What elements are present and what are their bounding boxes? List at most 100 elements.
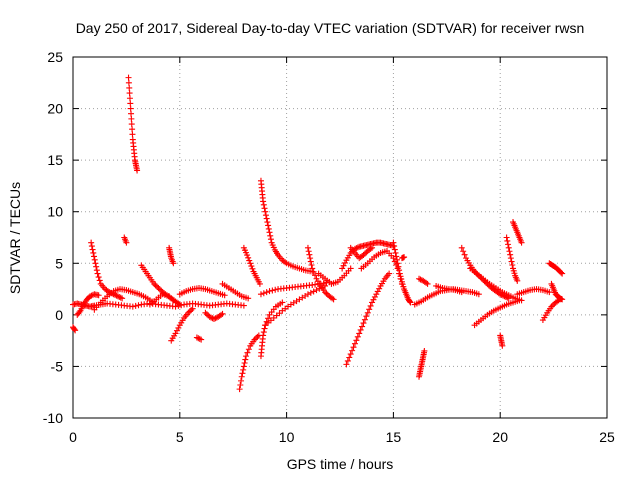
data-point (505, 241, 512, 248)
data-point (308, 262, 315, 269)
data-point (363, 313, 370, 320)
data-point (247, 260, 254, 267)
data-point (353, 337, 360, 344)
x-tick-label: 20 (492, 429, 508, 445)
series-arc-31 (416, 275, 431, 287)
data-point (244, 349, 251, 356)
series-arc-27 (347, 244, 376, 262)
data-point (93, 263, 100, 270)
data-point (390, 239, 397, 246)
data-point (88, 243, 95, 250)
data-point (176, 301, 183, 308)
data-point (117, 294, 124, 301)
data-point (251, 336, 258, 343)
data-point (112, 291, 119, 298)
data-point (354, 244, 361, 251)
x-axis-label: GPS time / hours (287, 456, 394, 472)
data-point (263, 215, 270, 222)
data-point (349, 347, 356, 354)
series-arc-24 (339, 239, 397, 272)
data-point (260, 201, 267, 208)
y-tick-label: 15 (47, 152, 63, 168)
data-point (173, 327, 180, 334)
data-point (127, 105, 134, 112)
series-arc-33 (433, 282, 465, 296)
series-arc-16 (236, 332, 262, 393)
data-point (395, 263, 402, 270)
data-point (132, 302, 139, 309)
data-point (371, 293, 378, 300)
data-point (212, 315, 219, 322)
data-point (330, 296, 337, 303)
data-point (507, 255, 514, 262)
data-point (392, 249, 399, 256)
data-point (265, 222, 272, 229)
data-point (264, 219, 271, 226)
data-point (307, 255, 314, 262)
data-point (129, 303, 136, 310)
data-point (310, 288, 317, 295)
data-point (127, 100, 134, 107)
data-point (357, 326, 364, 333)
series-arc-39 (510, 219, 525, 246)
data-point (305, 248, 312, 255)
series-arc-04 (88, 239, 126, 302)
data-point (188, 307, 195, 314)
data-point (245, 295, 252, 302)
data-point (221, 292, 228, 299)
data-point (344, 357, 351, 364)
data-point (423, 279, 430, 286)
x-tick-label: 25 (599, 429, 615, 445)
data-point (219, 310, 226, 317)
data-point (239, 370, 246, 377)
data-point (394, 260, 401, 267)
data-point (360, 320, 367, 327)
data-point (518, 239, 525, 246)
data-point (175, 324, 182, 331)
y-tick-label: -5 (51, 358, 64, 374)
data-point (312, 272, 319, 279)
data-point (504, 237, 511, 244)
data-point (509, 262, 516, 269)
data-point (126, 90, 133, 97)
plot-frame (72, 56, 608, 419)
data-point (175, 300, 182, 307)
data-point (391, 246, 398, 253)
data-point (237, 381, 244, 388)
series-arc-37 (497, 332, 506, 349)
data-point (559, 270, 566, 277)
data-point (370, 296, 377, 303)
series-arc-28 (390, 239, 414, 306)
data-point (113, 292, 120, 299)
series-arc-14 (202, 309, 226, 322)
data-point (246, 257, 253, 264)
data-point (123, 239, 130, 246)
data-point (341, 259, 348, 266)
data-point (202, 309, 209, 316)
data-point (393, 253, 400, 260)
data-point (89, 246, 96, 253)
series-arc-25 (343, 270, 393, 368)
data-point (128, 115, 135, 122)
data-point (360, 252, 367, 259)
data-point (151, 280, 158, 287)
data-point (461, 251, 468, 258)
data-point (329, 295, 336, 302)
data-point (347, 351, 354, 358)
data-point (507, 251, 514, 258)
data-point (88, 292, 95, 299)
data-point (282, 259, 289, 266)
data-point (257, 291, 264, 298)
series-arc-43 (548, 280, 566, 303)
series-arc-18 (257, 177, 316, 275)
data-point (260, 332, 267, 339)
series-arc-40 (514, 286, 553, 298)
data-point (126, 95, 133, 102)
data-point (508, 258, 515, 265)
data-point (364, 309, 371, 316)
data-point (236, 386, 243, 393)
data-point (241, 359, 248, 366)
data-point (116, 293, 123, 300)
series-arc-19 (257, 299, 286, 360)
data-point (254, 333, 261, 340)
